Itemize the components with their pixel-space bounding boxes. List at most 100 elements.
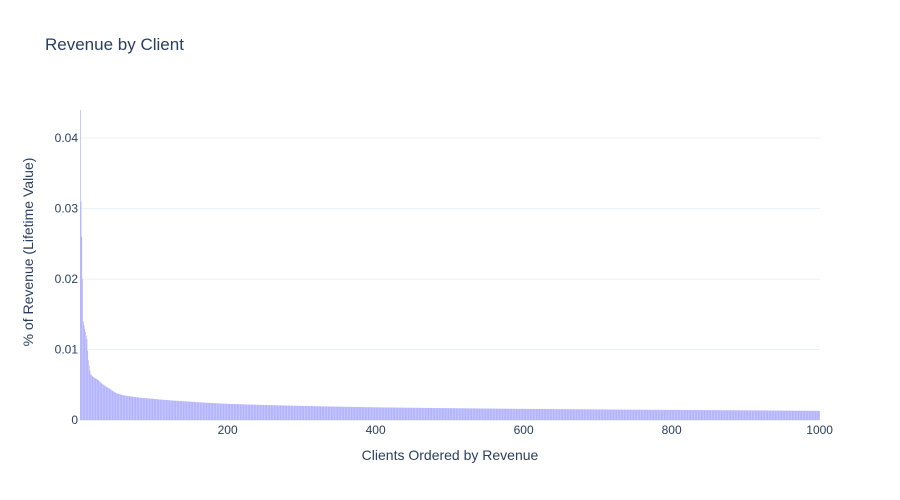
bar: [553, 409, 555, 420]
bar: [623, 409, 624, 420]
bar: [516, 408, 518, 420]
bar: [395, 407, 397, 420]
bar: [247, 404, 249, 420]
bar: [691, 410, 693, 420]
bar: [741, 410, 743, 420]
bar: [256, 404, 258, 420]
bar: [165, 400, 167, 420]
bar: [383, 407, 385, 420]
bar: [779, 410, 780, 420]
bar: [137, 397, 139, 420]
bar: [268, 405, 270, 420]
bar: [811, 410, 813, 420]
bar: [125, 395, 127, 420]
bar: [810, 410, 812, 420]
bar: [204, 402, 205, 420]
bar: [782, 410, 783, 420]
bar: [225, 403, 227, 420]
bar: [605, 409, 607, 420]
bar: [757, 410, 759, 420]
bar: [529, 408, 531, 420]
bar: [815, 410, 817, 420]
bar: [239, 404, 241, 420]
bar: [557, 409, 558, 420]
bar: [361, 407, 363, 420]
bar: [411, 407, 413, 420]
bar: [723, 410, 724, 420]
bar: [712, 410, 714, 420]
bar: [515, 408, 516, 420]
bar: [709, 410, 710, 420]
bar: [802, 410, 803, 420]
bar: [491, 408, 493, 420]
bar: [162, 399, 163, 420]
bar: [142, 397, 143, 420]
bar: [771, 410, 772, 420]
bar: [346, 406, 348, 420]
bar: [653, 409, 655, 420]
bar: [757, 410, 758, 420]
bar: [809, 410, 811, 420]
bar: [398, 407, 399, 420]
bar: [182, 401, 183, 420]
bar: [680, 409, 681, 420]
bar: [358, 407, 360, 420]
bar: [657, 409, 658, 420]
bar: [662, 409, 664, 420]
bar: [96, 379, 97, 420]
bar: [728, 410, 730, 420]
bar: [214, 403, 216, 420]
bar: [373, 407, 374, 420]
bar: [330, 406, 331, 420]
bar: [652, 409, 654, 420]
bar: [628, 409, 629, 420]
bar: [392, 407, 393, 420]
bar: [294, 405, 296, 420]
bar: [540, 409, 541, 420]
bar: [697, 410, 698, 420]
bar: [227, 403, 228, 420]
bar: [805, 410, 807, 420]
bar: [714, 410, 715, 420]
bar: [233, 404, 234, 420]
bar: [242, 404, 243, 420]
bar: [131, 396, 133, 420]
bar: [647, 409, 649, 420]
bar: [633, 409, 635, 420]
bar: [368, 407, 370, 420]
bar: [181, 401, 183, 420]
bar: [505, 408, 507, 420]
bar: [110, 389, 111, 420]
bar: [115, 392, 117, 420]
bar: [497, 408, 498, 420]
bar: [755, 410, 757, 420]
bar: [800, 410, 802, 420]
bar: [742, 410, 743, 420]
bar: [100, 382, 102, 420]
bar: [353, 406, 355, 420]
y-tick-label: 0.04: [55, 131, 79, 145]
bar: [387, 407, 389, 420]
bar: [495, 408, 497, 420]
bar: [543, 409, 545, 420]
bar: [487, 408, 488, 420]
bar: [127, 395, 128, 420]
bar: [758, 410, 760, 420]
bar: [390, 407, 392, 420]
bar: [296, 405, 298, 420]
bar: [293, 405, 294, 420]
bar: [104, 385, 106, 420]
bar: [94, 377, 95, 420]
bar: [388, 407, 390, 420]
bar: [533, 408, 535, 420]
bar: [555, 409, 556, 420]
bar: [113, 391, 114, 420]
bar: [207, 402, 208, 420]
bar: [195, 402, 197, 420]
bar: [768, 410, 769, 420]
bar: [230, 403, 232, 420]
bar: [691, 410, 692, 420]
bar: [486, 408, 487, 420]
bar: [450, 408, 451, 420]
bar: [299, 405, 300, 420]
